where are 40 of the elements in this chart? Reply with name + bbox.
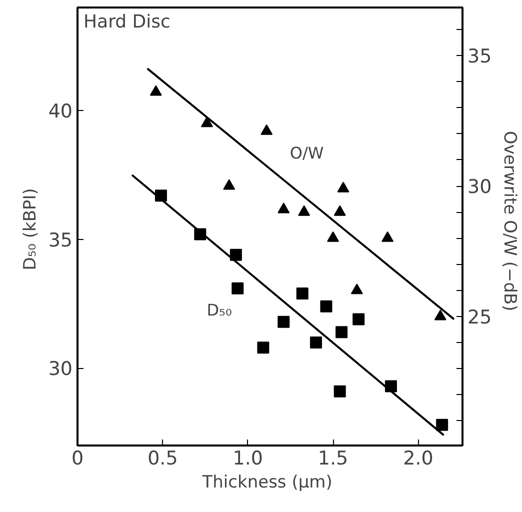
x-tick-label: 1.5	[318, 448, 348, 470]
y-tick-label: 30	[48, 358, 73, 380]
point	[334, 385, 346, 398]
point	[230, 248, 242, 261]
x-axis-title: Thickness (μm)	[201, 472, 332, 492]
point	[334, 205, 346, 216]
point	[278, 202, 290, 214]
point	[327, 231, 340, 242]
y2-tick-label: 30	[468, 176, 492, 198]
y2-tick-label: 25	[468, 306, 492, 329]
y-tick-label: 40	[48, 100, 73, 123]
x-tick-label: 2.0	[403, 448, 434, 470]
point	[436, 418, 448, 431]
point	[232, 282, 244, 294]
series-label: O/W	[290, 143, 324, 162]
x-tick-label: 0	[71, 448, 84, 470]
y-axis-title: D₅₀ (kBPI)	[20, 188, 40, 270]
y2-axis-title: Overwrite O/W (−dB)	[500, 130, 520, 312]
point	[382, 231, 394, 242]
point	[150, 85, 162, 96]
point	[350, 284, 363, 294]
point	[434, 310, 446, 320]
point	[310, 336, 322, 348]
point	[298, 205, 310, 216]
y2-tick-label: 35	[468, 46, 492, 68]
y-tick-label: 35	[48, 229, 73, 252]
x-tick-label: 0.5	[148, 448, 178, 470]
point	[296, 287, 308, 300]
point	[200, 116, 213, 128]
point	[260, 124, 273, 135]
point	[278, 316, 290, 328]
point	[337, 182, 350, 192]
point	[352, 313, 365, 326]
point	[257, 342, 270, 354]
text: D₅₀	[206, 300, 232, 320]
x-tick-label: 1.0	[232, 448, 263, 470]
point	[336, 326, 348, 338]
chart-title: Hard Disc	[84, 12, 170, 32]
point	[223, 179, 236, 190]
point	[320, 300, 332, 312]
